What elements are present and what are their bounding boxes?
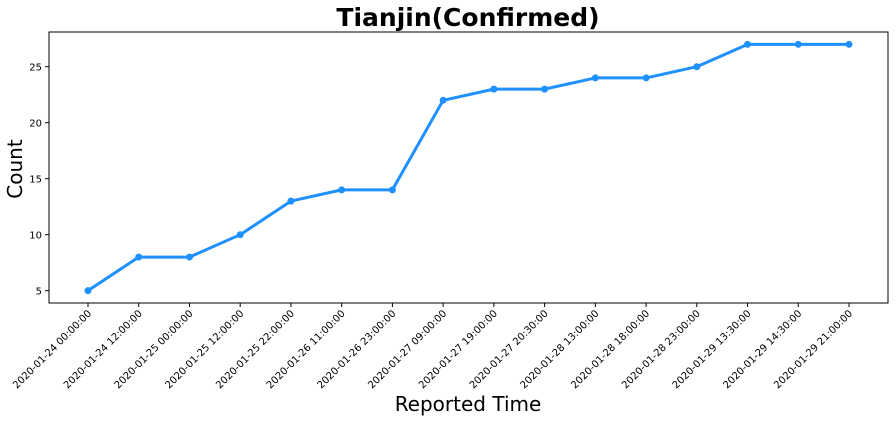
data-point: [287, 197, 295, 205]
data-point: [541, 85, 549, 93]
data-point: [236, 231, 244, 239]
x-axis-label: Reported Time: [395, 392, 542, 416]
y-axis-label: Count: [3, 139, 27, 199]
data-point: [591, 74, 599, 82]
series-line: [86, 42, 851, 293]
data-point: [439, 96, 447, 104]
data-point: [388, 186, 396, 194]
y-tick-label: 5: [36, 287, 42, 298]
plot-area-frame: [48, 31, 889, 304]
y-tick-label: 15: [29, 175, 42, 186]
data-point: [135, 253, 143, 261]
data-point: [693, 63, 701, 71]
y-tick-label: 25: [29, 63, 42, 74]
chart-title: Tianjin(Confirmed): [336, 3, 599, 32]
data-point: [84, 287, 92, 295]
data-point: [845, 40, 853, 48]
data-point: [642, 74, 650, 82]
y-tick-label: 10: [29, 231, 42, 242]
data-point: [338, 186, 346, 194]
series-layer: [84, 40, 853, 295]
data-point: [794, 40, 802, 48]
data-point: [185, 253, 193, 261]
data-point: [490, 85, 498, 93]
y-tick-label: 20: [29, 119, 42, 130]
data-point: [744, 40, 752, 48]
y-axis-ticks: 5 10 15 20 25: [29, 63, 49, 298]
